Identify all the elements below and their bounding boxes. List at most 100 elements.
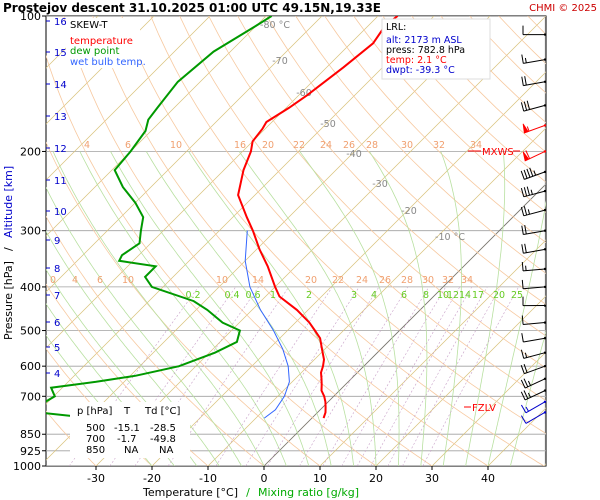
wind-barb [520,167,547,180]
y-axis-separator: / [2,247,15,251]
mixing-ratio-label: 0.4 [224,290,239,301]
table-header-p: p [hPa] [77,406,112,417]
mixing-ratio-line [215,286,333,466]
pressure-tick-label: 600 [20,360,41,373]
wind-barb [520,400,547,414]
mixing-ratio-label: 34 [470,140,482,151]
moist-adiabat [52,151,265,466]
wind-barb [520,364,547,375]
isotherm-line [46,16,379,349]
wind-barb [521,54,547,64]
isotherm-line [375,295,546,466]
altitude-ticks: 16 15 14 13 12 11 10 9 8 7 6 5 4 [46,17,67,380]
svg-text:-49.8: -49.8 [150,434,176,445]
table-header-td: Td [°C] [144,406,181,417]
altitude-tick-label: 13 [54,112,67,123]
altitude-tick-label: 4 [54,369,60,380]
altitude-tick-label: 5 [54,343,60,354]
pressure-tick-label: 925 [20,445,41,458]
mixing-ratio-label: 2 [306,290,312,301]
x-axis-label: Temperature [°C] [142,486,238,499]
mixing-ratio-label: 20 [262,140,274,151]
wind-barb-point [543,267,547,271]
mixing-ratio-label: 10 [216,275,228,286]
pressure-tick-label: 850 [20,428,41,441]
mixing-ratio-line [245,286,360,466]
mixing-ratio-label: 6 [125,140,131,151]
mixing-ratio-label: 34 [461,275,473,286]
series-line-temperature [237,16,399,419]
svg-text:NA: NA [159,445,173,456]
mixing-ratio-label: 14 [252,275,264,286]
dry-adiabat [208,16,546,369]
moist-adiabat [510,330,546,466]
lrl-box: LRL: alt: 2173 m ASL press: 782.8 hPa te… [381,18,491,80]
wind-barb-point [543,304,547,307]
altitude-tick-label: 14 [54,80,67,91]
wind-barb [520,411,547,424]
temperature-tick-label: 10 [313,472,327,485]
svg-text:-28.5: -28.5 [150,423,176,434]
isotherm-label: -40 [346,149,362,160]
mixing-ratio-label: 24 [356,275,368,286]
mixing-ratio-label: 10 [122,275,134,286]
mixing-ratio-label: 4 [72,275,78,286]
wind-barb-point [543,150,547,153]
mixing-ratio-label: 16 [234,140,246,151]
mixing-ratio-label: 25 [511,290,523,301]
temperature-tick-label: 0 [261,472,268,485]
wind-barb [522,123,547,134]
altitude-tick-label: 15 [54,48,67,59]
mixing-ratio-label: 3 [351,290,357,301]
altitude-tick-label: 6 [54,318,60,329]
wind-barb-point [543,189,547,193]
plot-area [45,15,547,467]
wind-barb-point [543,208,547,212]
temperature-tick-label: -10 [199,472,217,485]
wind-barb-point [543,248,547,251]
moist-adiabat [465,151,506,466]
dry-adiabat [179,16,546,401]
isotherm-line [431,351,546,466]
moist-adiabat [238,151,377,466]
wind-barb-point [543,80,547,84]
mixing-ratio-line [322,286,430,466]
altitude-tick-label: 12 [54,144,67,155]
isotherm-label: -30 [372,179,388,190]
moist-adiabats [46,151,546,466]
altitude-tick-label: 8 [54,264,60,275]
dry-adiabat [266,16,546,305]
wind-barb-point [543,170,547,174]
mixing-ratio-label: 0 [50,275,56,286]
wind-barb [520,389,547,401]
mixing-ratio-label: 22 [293,140,305,151]
wind-barb-point [543,229,547,232]
moist-adiabat [46,186,242,466]
chart-title: Prostejov descent 31.10.2025 01:00 UTC 4… [3,1,381,15]
wind-barb [521,243,547,254]
isotherm-label: -60 [296,88,312,99]
legend-temperature: temperature [70,36,133,47]
wind-barb-point [543,33,547,36]
dry-adiabat [46,141,321,466]
mixing-ratio-label: 6 [97,275,103,286]
dry-adiabat [324,16,546,244]
moist-adiabat [369,151,428,466]
wind-barb-point [543,337,547,340]
wind-barb-point [543,124,547,127]
wind-barb [520,377,547,389]
lrl-dwpt: dwpt: -39.3 °C [386,65,455,76]
mixing-ratio-label: 30 [401,140,413,151]
mixing-ratio-label: 12 [447,290,459,301]
moist-adiabat [145,151,332,466]
dry-adiabat [295,16,546,274]
moist-adiabat [79,151,287,466]
wind-barb-point [543,104,547,107]
isotherm-line [543,463,546,466]
wind-barb [522,296,547,307]
pressure-tick-label: 200 [20,146,41,159]
altitude-tick-label: 10 [54,207,67,218]
x-axis-separator: / [246,486,250,499]
mixing-ratio-label: 20 [493,290,505,301]
altitude-tick-label: 7 [54,291,60,302]
